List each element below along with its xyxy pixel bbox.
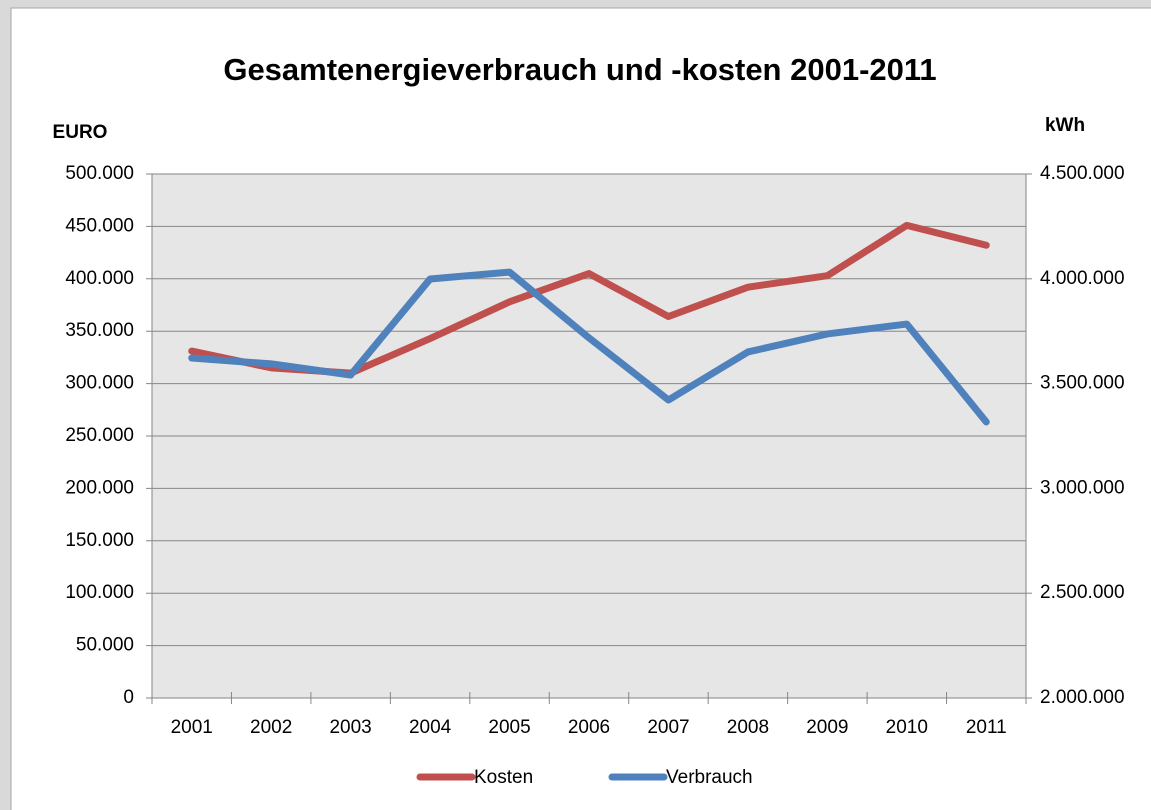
x-tick-label: 2009 <box>806 717 848 738</box>
y-tick-label: 250.000 <box>65 425 134 446</box>
y-tick-label: 150.000 <box>65 530 134 551</box>
y2-tick-label: 4.000.000 <box>1040 268 1125 289</box>
x-tick-label: 2006 <box>568 717 610 738</box>
y-tick-label: 300.000 <box>65 373 134 394</box>
x-tick-label: 2001 <box>171 717 213 738</box>
x-tick-label: 2002 <box>250 717 292 738</box>
y2-tick-label: 3.500.000 <box>1040 373 1125 394</box>
legend-label: Kosten <box>474 767 533 788</box>
y-tick-label: 500.000 <box>65 163 134 184</box>
y2-tick-label: 4.500.000 <box>1040 163 1125 184</box>
y-tick-label: 100.000 <box>65 582 134 603</box>
y-tick-label: 50.000 <box>76 635 134 656</box>
series-line <box>188 268 990 426</box>
y2-axis-label: kWh <box>1045 115 1085 136</box>
chart-title: Gesamtenergieverbrauch und -kosten 2001-… <box>223 52 936 87</box>
x-tick-label: 2007 <box>647 717 689 738</box>
y2-tick-label: 2.000.000 <box>1040 687 1125 708</box>
y-tick-label: 400.000 <box>65 268 134 289</box>
y-tick-label: 450.000 <box>65 215 134 236</box>
x-tick-label: 2003 <box>329 717 371 738</box>
y2-tick-label: 2.500.000 <box>1040 582 1125 603</box>
y-tick-label: 200.000 <box>65 477 134 498</box>
y-tick-label: 350.000 <box>65 320 134 341</box>
x-tick-label: 2011 <box>966 717 1007 738</box>
x-tick-label: 2004 <box>409 717 452 738</box>
x-tick-label: 2008 <box>727 717 769 738</box>
x-tick-label: 2010 <box>886 717 928 738</box>
y-axis-label: EURO <box>53 122 108 143</box>
x-tick-label: 2005 <box>488 717 530 738</box>
y-tick-label: 0 <box>123 687 134 708</box>
y2-tick-label: 3.000.000 <box>1040 477 1125 498</box>
legend-label: Verbrauch <box>666 767 753 788</box>
